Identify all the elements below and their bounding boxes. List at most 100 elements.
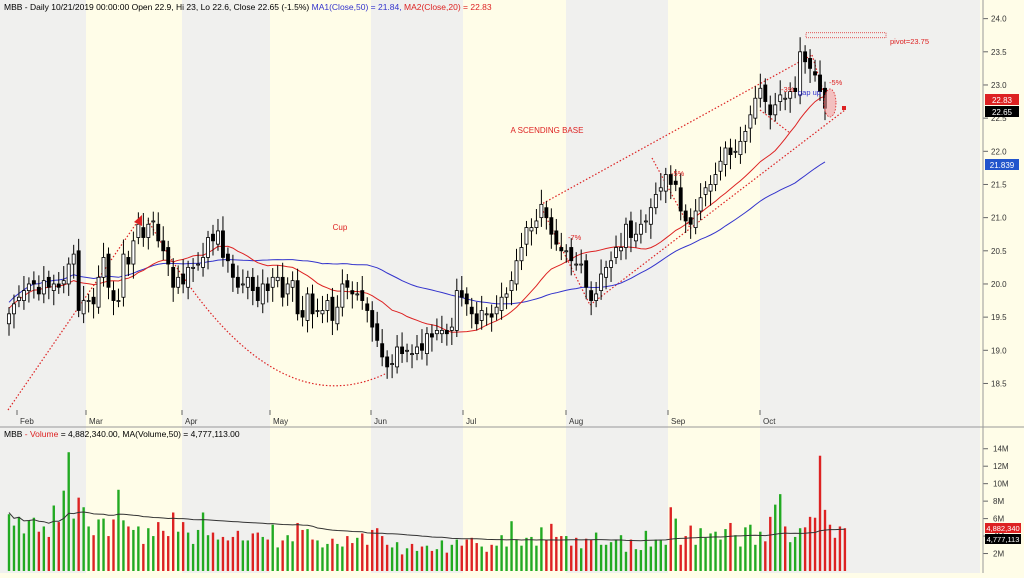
- volume-bar: [22, 533, 26, 571]
- candle: [171, 266, 176, 288]
- volume-bar: [196, 529, 200, 571]
- volume-bar: [271, 524, 274, 571]
- pivot-label: pivot=23.75: [890, 37, 929, 46]
- candle: [788, 91, 793, 99]
- volume-bar: [634, 549, 638, 571]
- ascending-base-label: A SCENDING BASE: [511, 126, 584, 135]
- volume-bar: [699, 528, 702, 571]
- ma20-value-tag: [985, 94, 1019, 105]
- volume-bar: [132, 529, 135, 571]
- candle: [225, 253, 230, 262]
- close-value-label: 22.65: [992, 108, 1013, 117]
- candle: [808, 58, 813, 69]
- volume-bar: [246, 540, 250, 571]
- volume-bar: [371, 529, 374, 571]
- candle: [335, 306, 340, 325]
- candle: [803, 51, 808, 63]
- volume-bar: [714, 531, 717, 571]
- volume-bar: [186, 532, 190, 571]
- annotations: [134, 32, 887, 226]
- candle: [91, 296, 96, 305]
- price-tick-label: 23.0: [991, 81, 1007, 90]
- volume-bar: [475, 543, 478, 571]
- volume-bar: [236, 530, 240, 571]
- price-header: MBB - Daily 10/21/2019 00:00:00 Open 22.…: [4, 2, 492, 12]
- month-band: [182, 0, 270, 573]
- volume-bar: [331, 538, 334, 571]
- volume-bar: [813, 517, 817, 571]
- month-label: Apr: [185, 417, 198, 426]
- volume-bar: [719, 539, 722, 571]
- volume-bar: [107, 536, 110, 571]
- volume-bar: [555, 536, 558, 571]
- candle: [773, 104, 778, 116]
- volume-bar: [346, 536, 349, 571]
- volume-bar: [276, 547, 279, 571]
- candle: [380, 343, 385, 358]
- candle: [529, 227, 534, 232]
- volume-bar: [12, 525, 16, 571]
- volume-bar: [684, 536, 687, 571]
- volume-bar: [102, 518, 105, 571]
- candle: [400, 346, 405, 355]
- candle: [390, 363, 395, 365]
- candle: [280, 276, 285, 298]
- candle: [449, 326, 454, 331]
- volume-bar: [704, 537, 707, 571]
- candle: [176, 276, 181, 288]
- candle: [121, 253, 126, 298]
- candle: [549, 217, 554, 235]
- volume-bar: [281, 540, 284, 571]
- volume-bar: [808, 516, 812, 571]
- candle: [330, 296, 335, 321]
- candle: [131, 240, 136, 265]
- candle: [454, 290, 459, 331]
- ma50-value-tag: [985, 159, 1019, 170]
- volume-bar: [221, 536, 225, 571]
- candle: [310, 293, 315, 315]
- volume-bar: [729, 522, 732, 571]
- candle: [250, 276, 255, 292]
- volume-tick-label: 6M: [993, 515, 1004, 524]
- volume-tick-label: 12M: [993, 462, 1009, 471]
- candle: [166, 247, 171, 265]
- candle: [12, 303, 16, 315]
- price-tick-label: 19.5: [991, 313, 1007, 322]
- volume-bar: [565, 536, 568, 571]
- volume-bar: [510, 521, 513, 571]
- candle: [539, 203, 544, 219]
- candle: [748, 114, 753, 129]
- volume-header: MBB - Volume = 4,882,340.00, MA(Volume,5…: [4, 429, 240, 439]
- volume-bar: [127, 526, 130, 571]
- price-tick-label: 23.5: [991, 48, 1007, 57]
- volume-bar: [37, 531, 41, 571]
- candle: [564, 250, 569, 253]
- volume-bar: [659, 539, 662, 571]
- month-bands: [0, 0, 980, 573]
- candle: [245, 276, 250, 288]
- price-tick-label: 24.0: [991, 15, 1007, 24]
- month-label: May: [273, 417, 288, 426]
- volume-bar: [779, 494, 782, 571]
- volume-bar: [654, 539, 658, 571]
- volume-bar: [62, 490, 65, 571]
- candle: [66, 263, 71, 285]
- volume-bar: [226, 540, 230, 571]
- candle: [793, 87, 798, 92]
- volume-bar: [679, 544, 682, 571]
- candle: [146, 223, 151, 238]
- candle: [7, 313, 11, 325]
- candle: [768, 104, 773, 116]
- price-tick-label: 22.5: [991, 114, 1007, 123]
- candle: [668, 174, 673, 185]
- volume-bar: [838, 526, 842, 571]
- arrow-head: [134, 215, 142, 226]
- candle: [439, 329, 444, 335]
- candle: [429, 333, 434, 338]
- volume-bar: [764, 541, 767, 571]
- volume-bar: [261, 536, 264, 571]
- candle: [798, 51, 803, 96]
- volume-bar: [724, 529, 727, 571]
- pullback-label: -3%: [781, 85, 795, 94]
- volume-bar: [420, 546, 424, 571]
